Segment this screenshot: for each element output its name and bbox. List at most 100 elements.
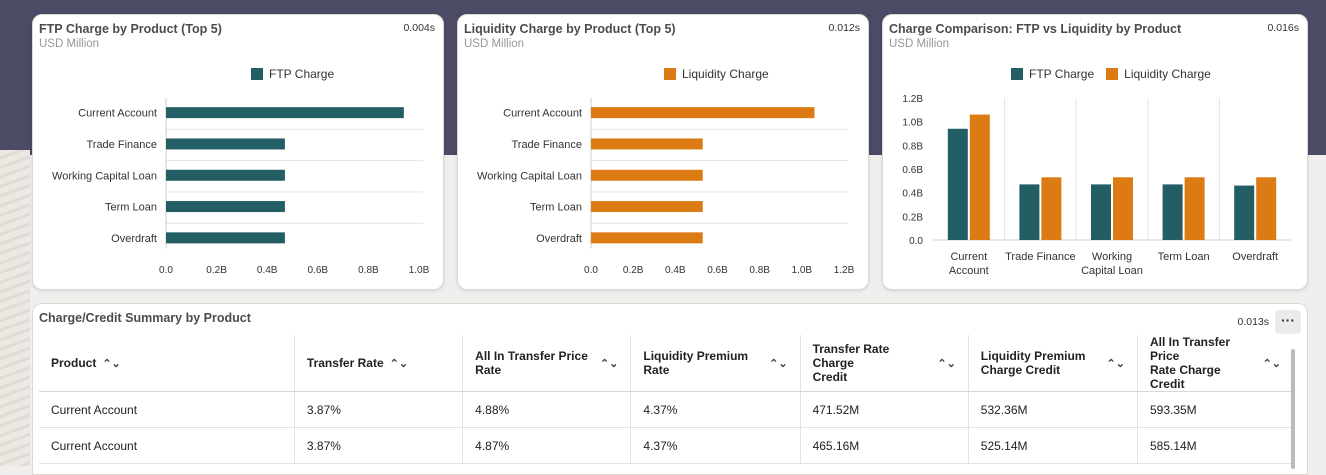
bar[interactable]: [591, 107, 815, 119]
column-header[interactable]: Transfer Rate ⌃⌄: [294, 335, 464, 392]
table-row[interactable]: Current Account 3.87% 4.88% 4.37% 471.52M 532…: [39, 391, 1293, 428]
sort-arrows-icon[interactable]: ⌃⌄: [599, 357, 619, 370]
table-cell: 4.37%: [630, 391, 801, 428]
bar[interactable]: [591, 232, 703, 244]
category-label: Overdraft: [1232, 251, 1278, 263]
tick-label: 1.2B: [834, 265, 855, 276]
legend-label: FTP Charge: [1029, 67, 1095, 81]
category-label: Working Capital Loan: [477, 170, 582, 182]
tick-label: 0.8B: [358, 265, 379, 276]
card-subtitle: USD Million: [464, 38, 525, 50]
category-label: Term Loan: [105, 202, 157, 214]
table-cell: Current Account: [39, 427, 295, 464]
charge-comparison-card: Charge Comparison: FTP vs Liquidity by P…: [882, 14, 1308, 290]
bar[interactable]: [947, 128, 968, 240]
tick-label: 1.0B: [902, 118, 923, 129]
bar[interactable]: [166, 232, 285, 244]
bar[interactable]: [1234, 185, 1255, 240]
tick-label: 0.0: [584, 265, 598, 276]
column-header[interactable]: All In Transfer Price Rate ⌃⌄: [462, 335, 632, 392]
category-label: Trade Finance: [86, 139, 157, 151]
column-header-label: All In Transfer Price Rate: [475, 349, 588, 377]
tick-label: 0.2B: [623, 265, 644, 276]
legend-item-liquidity[interactable]: Liquidity Charge: [664, 67, 769, 81]
column-header-label: All In Transfer Price Rate Charge Credit: [1149, 335, 1230, 391]
category-label: Overdraft: [111, 233, 157, 245]
tick-label: 0.8B: [902, 141, 923, 152]
table-cell: 465.16M: [800, 427, 969, 464]
table-cell: 3.87%: [294, 427, 464, 464]
bar[interactable]: [1041, 177, 1062, 240]
legend-label: Liquidity Charge: [1124, 67, 1211, 81]
column-header[interactable]: Liquidity Premium Rate ⌃⌄: [630, 335, 801, 392]
card-subtitle: USD Million: [39, 38, 100, 50]
bar[interactable]: [1019, 184, 1040, 240]
bar[interactable]: [1256, 177, 1277, 240]
category-label: Working: [1092, 251, 1132, 263]
bar[interactable]: [1184, 177, 1205, 240]
chart-legend[interactable]: Liquidity Charge: [664, 67, 769, 81]
bar[interactable]: [1162, 184, 1183, 240]
category-label: Term Loan: [530, 202, 582, 214]
bar[interactable]: [969, 114, 990, 240]
legend-item-ftp[interactable]: FTP Charge: [1011, 67, 1094, 81]
vertical-scrollbar[interactable]: [1291, 349, 1295, 469]
table-cell: Current Account: [39, 391, 295, 428]
category-label: Trade Finance: [511, 139, 582, 151]
table-cell: 4.37%: [630, 427, 801, 464]
table-cell: 471.52M: [800, 391, 969, 428]
legend-label: Liquidity Charge: [682, 67, 769, 81]
comparison-column-chart[interactable]: 0.0 0.2B 0.4B 0.6B 0.8B 1.0B 1.2B Current Accoun…: [883, 15, 1307, 289]
more-options-button[interactable]: ···: [1275, 310, 1301, 334]
bar[interactable]: [591, 201, 703, 213]
legend-swatch: [251, 68, 263, 80]
tick-label: 1.2B: [902, 94, 923, 105]
tick-label: 0.4B: [665, 265, 686, 276]
bar[interactable]: [166, 169, 285, 181]
chart-legend[interactable]: FTP Charge Liquidity Charge: [1011, 67, 1211, 81]
ftp-bar-chart[interactable]: Current Account Trade Finance Working Capi…: [33, 15, 443, 289]
table-row[interactable]: Current Account 3.87% 4.87% 4.37% 465.16M 525…: [39, 427, 1293, 464]
sort-arrows-icon[interactable]: ⌃⌄: [102, 357, 121, 370]
legend-item-ftp[interactable]: FTP Charge: [251, 67, 334, 81]
bar[interactable]: [166, 201, 285, 213]
sort-arrows-icon[interactable]: ⌃⌄: [937, 357, 956, 370]
column-header[interactable]: Product ⌃⌄: [39, 335, 295, 392]
bar[interactable]: [166, 107, 404, 119]
card-title: Charge/Credit Summary by Product: [39, 311, 251, 325]
column-header[interactable]: All In Transfer Price Rate Charge Credit ⌃…: [1137, 335, 1293, 392]
bar[interactable]: [1113, 177, 1133, 240]
tick-label: 0.6B: [308, 265, 329, 276]
bar[interactable]: [591, 138, 703, 150]
ftp-charge-card: FTP Charge by Product (Top 5) USD Millio…: [32, 14, 444, 290]
legend-swatch: [664, 68, 676, 80]
sort-arrows-icon[interactable]: ⌃⌄: [389, 357, 409, 370]
category-label: Working Capital Loan: [52, 170, 157, 182]
table-cell: 4.88%: [462, 391, 632, 428]
table-cell: 593.35M: [1137, 391, 1293, 428]
table-body: Current Account 3.87% 4.88% 4.37% 471.52M 532…: [39, 391, 1293, 464]
liquidity-bar-chart[interactable]: Current Account Trade Finance Working Capi…: [458, 15, 868, 289]
category-label: Term Loan: [1158, 251, 1210, 263]
sort-arrows-icon[interactable]: ⌃⌄: [769, 357, 788, 370]
column-header[interactable]: Liquidity Premium Charge Credit ⌃⌄: [968, 335, 1138, 392]
tick-label: 0.6B: [902, 165, 923, 176]
tick-label: 0.4B: [257, 265, 278, 276]
column-header[interactable]: Transfer Rate Charge Credit ⌃⌄: [800, 335, 969, 392]
tick-label: 0.2B: [206, 265, 227, 276]
tick-label: 0.2B: [902, 212, 923, 223]
sort-arrows-icon[interactable]: ⌃⌄: [1106, 357, 1125, 370]
card-title: Liquidity Charge by Product (Top 5): [464, 22, 676, 36]
sort-arrows-icon[interactable]: ⌃⌄: [1262, 357, 1281, 370]
summary-table: Product ⌃⌄ Transfer Rate ⌃⌄ All In Transfer …: [39, 335, 1293, 464]
column-header-label: Liquidity Premium Charge Credit: [980, 349, 1086, 377]
tick-label: 0.4B: [902, 189, 923, 200]
table-cell: 4.87%: [462, 427, 632, 464]
legend-item-liquidity[interactable]: Liquidity Charge: [1106, 67, 1211, 81]
bar[interactable]: [1091, 184, 1111, 240]
summary-table-card: Charge/Credit Summary by Product 0.013s …: [32, 303, 1308, 475]
table-cell: 3.87%: [294, 391, 464, 428]
chart-legend[interactable]: FTP Charge: [251, 67, 334, 81]
bar[interactable]: [166, 138, 285, 150]
bar[interactable]: [591, 169, 703, 181]
